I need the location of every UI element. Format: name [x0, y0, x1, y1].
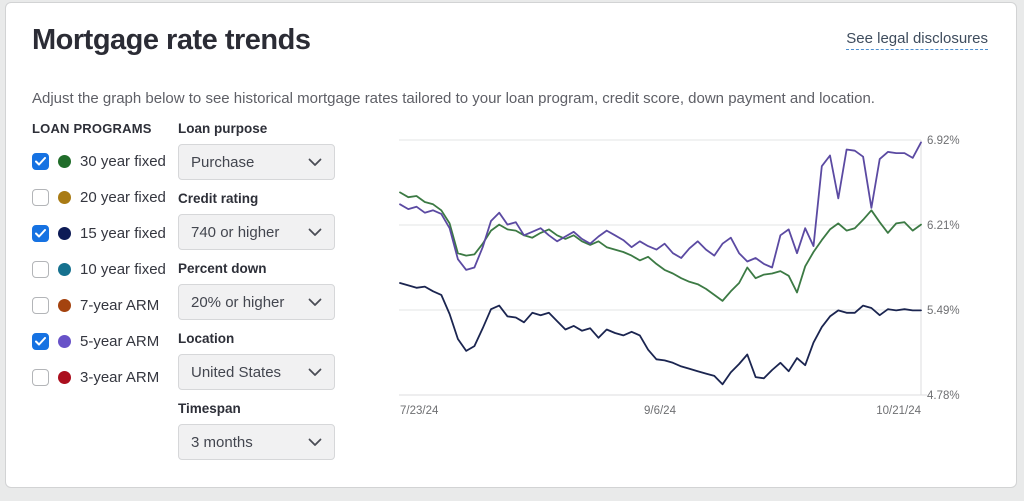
selected-value: 3 months [191, 433, 253, 451]
filters-panel: Loan purpose Purchase Credit rating 740 … [178, 121, 335, 471]
checkbox-3-year-arm[interactable] [32, 368, 49, 386]
program-row-7-year-arm[interactable]: 7-year ARM [32, 294, 177, 316]
legal-disclosures-link[interactable]: See legal disclosures [846, 30, 988, 50]
filter-label: Credit rating [178, 191, 259, 206]
chevron-down-icon [308, 228, 322, 236]
check-icon [35, 228, 46, 237]
program-label: 10 year fixed [80, 260, 166, 278]
y-tick-label: 4.78% [927, 390, 960, 402]
x-tick-label: 7/23/24 [400, 405, 439, 417]
card-header: Mortgage rate trends See legal disclosur… [32, 23, 988, 58]
loan-purpose-select[interactable]: Purchase [178, 144, 335, 180]
filter-credit-rating: Credit rating 740 or higher [178, 191, 335, 250]
rate-trend-chart[interactable]: 6.92% 6.21% 5.49% 4.78% 7/23/24 9/6/24 1… [399, 130, 1014, 425]
y-tick-label: 6.21% [927, 220, 960, 232]
checkbox-5-year-arm[interactable] [32, 332, 49, 350]
program-label: 30 year fixed [80, 152, 166, 170]
filter-label: Timespan [178, 401, 241, 416]
program-row-10-year-fixed[interactable]: 10 year fixed [32, 258, 177, 280]
filter-timespan: Timespan 3 months [178, 401, 335, 460]
series-dot-30-year-fixed [58, 154, 71, 168]
loan-programs-heading: LOAN PROGRAMS [32, 121, 152, 136]
filter-location: Location United States [178, 331, 335, 390]
chevron-down-icon [308, 298, 322, 306]
series-dot-15-year-fixed [58, 226, 71, 240]
checkbox-10-year-fixed[interactable] [32, 260, 49, 278]
program-row-20-year-fixed[interactable]: 20 year fixed [32, 186, 177, 208]
filter-label: Loan purpose [178, 121, 268, 136]
selected-value: Purchase [191, 153, 255, 171]
series-dot-3-year-arm [58, 370, 71, 384]
x-tick-label: 9/6/24 [644, 405, 677, 417]
line-30-year-fixed [399, 191, 922, 302]
credit-rating-select[interactable]: 740 or higher [178, 214, 335, 250]
location-select[interactable]: United States [178, 354, 335, 390]
program-row-15-year-fixed[interactable]: 15 year fixed [32, 222, 177, 244]
y-tick-label: 5.49% [927, 305, 960, 317]
checkbox-7-year-arm[interactable] [32, 296, 49, 314]
check-icon [35, 336, 46, 345]
rate-trend-chart-svg: 6.92% 6.21% 5.49% 4.78% 7/23/24 9/6/24 1… [399, 135, 960, 417]
filter-percent-down: Percent down 20% or higher [178, 261, 335, 320]
chevron-down-icon [308, 158, 322, 166]
filter-label: Percent down [178, 261, 267, 276]
line-15-year-fixed [399, 282, 922, 386]
selected-value: 20% or higher [191, 293, 285, 311]
series-dot-7-year-arm [58, 298, 71, 312]
series-dot-10-year-fixed [58, 262, 71, 276]
checkbox-30-year-fixed[interactable] [32, 152, 49, 170]
loan-programs-panel: LOAN PROGRAMS 30 year fixed 20 year fixe… [32, 121, 177, 388]
checkbox-15-year-fixed[interactable] [32, 224, 49, 242]
series-dot-20-year-fixed [58, 190, 71, 204]
selected-value: 740 or higher [191, 223, 280, 241]
selected-value: United States [191, 363, 282, 381]
program-row-5-year-arm[interactable]: 5-year ARM [32, 330, 177, 352]
filter-loan-purpose: Loan purpose Purchase [178, 121, 335, 180]
mortgage-trends-card: Mortgage rate trends See legal disclosur… [5, 2, 1017, 488]
program-label: 5-year ARM [80, 332, 160, 350]
chevron-down-icon [308, 368, 322, 376]
percent-down-select[interactable]: 20% or higher [178, 284, 335, 320]
series-dot-5-year-arm [58, 334, 71, 348]
program-row-3-year-arm[interactable]: 3-year ARM [32, 366, 177, 388]
program-label: 3-year ARM [80, 368, 160, 386]
program-row-30-year-fixed[interactable]: 30 year fixed [32, 150, 177, 172]
x-tick-label: 10/21/24 [876, 405, 921, 417]
page-title: Mortgage rate trends [32, 24, 311, 56]
timespan-select[interactable]: 3 months [178, 424, 335, 460]
program-label: 15 year fixed [80, 224, 166, 242]
check-icon [35, 156, 46, 165]
line-5-year-arm [399, 141, 922, 271]
checkbox-20-year-fixed[interactable] [32, 188, 49, 206]
program-label: 20 year fixed [80, 188, 166, 206]
subtitle-text: Adjust the graph below to see historical… [32, 90, 875, 107]
chevron-down-icon [308, 438, 322, 446]
filter-label: Location [178, 331, 235, 346]
program-label: 7-year ARM [80, 296, 160, 314]
y-tick-label: 6.92% [927, 135, 960, 147]
